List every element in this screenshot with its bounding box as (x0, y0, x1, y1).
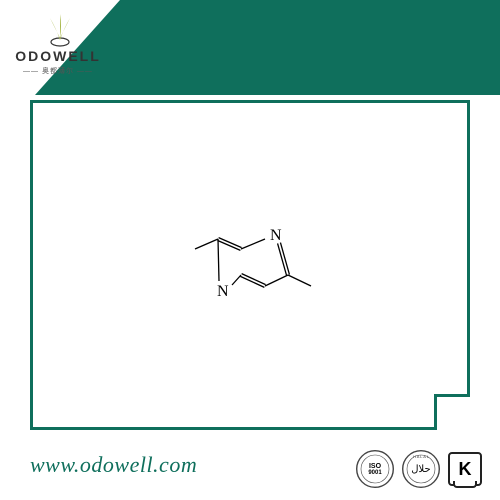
cert-halal-icon: H A L A L حلال (402, 450, 440, 488)
brand-block: ODOWELL —— 奥都薄尔 —— (0, 0, 120, 95)
website-url[interactable]: www.odowell.com (30, 452, 197, 478)
frame-notch (434, 394, 470, 430)
atom-n-bottom: N (217, 283, 229, 301)
cert-iso-num: 9001 (368, 470, 381, 476)
svg-text:H A L A L: H A L A L (413, 454, 430, 459)
chemical-structure: N N (175, 225, 325, 305)
brand-leaf-icon (20, 8, 100, 48)
cert-halal-label: حلال (411, 464, 430, 475)
cert-kosher-label: K (459, 459, 472, 480)
certification-row: ISO 9001 H A L A L حلال K (356, 450, 482, 488)
brand-tagline: —— 奥都薄尔 —— (8, 66, 108, 76)
atom-n-top: N (270, 227, 282, 245)
cert-kosher-icon: K (448, 452, 482, 486)
cert-iso-icon: ISO 9001 (356, 450, 394, 488)
brand-name: ODOWELL (8, 48, 108, 64)
cert-iso-label: ISO (368, 463, 381, 470)
